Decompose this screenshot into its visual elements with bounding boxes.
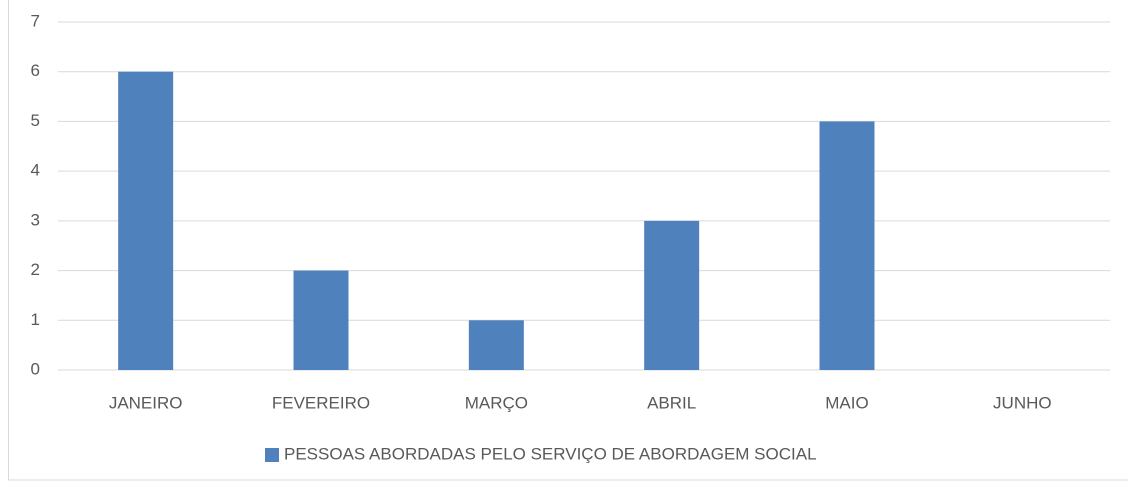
y-tick-label: 5 [31,111,40,130]
bar [293,270,349,370]
legend-label: PESSOAS ABORDADAS PELO SERVIÇO DE ABORDA… [284,444,817,463]
x-tick-label: MAIO [825,393,868,412]
x-tick-label: FEVEREIRO [272,393,370,412]
bar [118,71,174,370]
legend-swatch [265,448,279,462]
y-tick-label: 0 [31,359,40,378]
y-tick-label: 2 [31,260,40,279]
y-tick-label: 6 [31,61,40,80]
x-tick-label: MARÇO [465,393,528,412]
bar [468,320,524,370]
y-tick-label: 1 [31,310,40,329]
x-tick-label: ABRIL [647,393,696,412]
x-tick-label: JANEIRO [109,393,183,412]
bar [819,121,875,370]
chart-border [8,0,1128,481]
x-tick-label: JUNHO [993,393,1052,412]
y-tick-label: 4 [31,161,40,180]
bar [644,220,700,370]
y-tick-label: 7 [31,11,40,30]
y-tick-label: 3 [31,210,40,229]
